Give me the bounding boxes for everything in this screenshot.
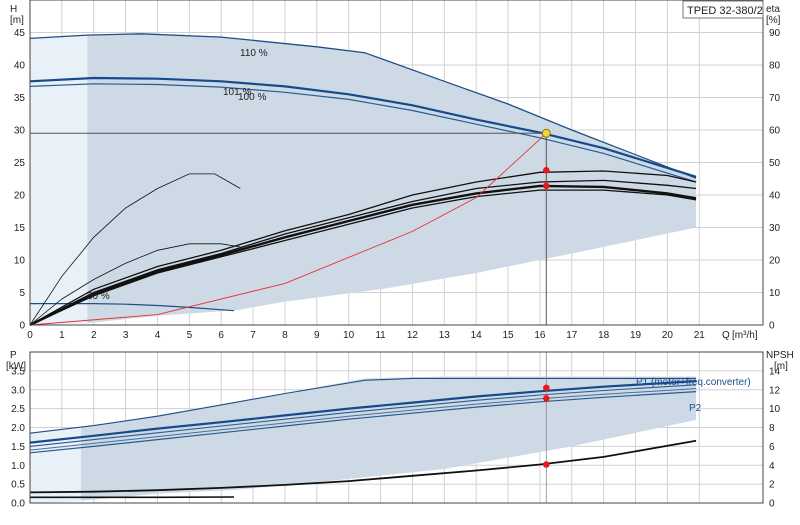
eta-marker-0 xyxy=(543,167,550,174)
power-axis-title: P xyxy=(10,350,17,361)
eta-ytick-4: 40 xyxy=(769,191,781,202)
flow-xtick-21: 21 xyxy=(694,330,706,341)
eta-ytick-8: 80 xyxy=(769,61,781,72)
npsh-ytick-0: 0 xyxy=(769,499,775,510)
model-label: TPED 32-380/2 xyxy=(687,5,763,17)
flow-xtick-8: 8 xyxy=(282,330,288,341)
head-ytick-4: 20 xyxy=(14,191,26,202)
head-ytick-0: 0 xyxy=(19,321,25,332)
npsh-ytick-4: 8 xyxy=(769,423,775,434)
power-marker-2 xyxy=(543,461,550,468)
curve-label-30: 30 % xyxy=(87,291,110,302)
flow-xtick-5: 5 xyxy=(187,330,193,341)
curve-label-p2: P2 xyxy=(689,403,702,414)
eta-ytick-9: 90 xyxy=(769,28,781,39)
flow-xtick-6: 6 xyxy=(218,330,224,341)
npsh-ytick-5: 10 xyxy=(769,404,781,415)
flow-xtick-7: 7 xyxy=(250,330,256,341)
flow-xtick-16: 16 xyxy=(534,330,546,341)
eta-ytick-7: 70 xyxy=(769,93,781,104)
npsh-axis-title: NPSH xyxy=(766,350,794,361)
head-ytick-6: 30 xyxy=(14,126,26,137)
head-ytick-8: 40 xyxy=(14,61,26,72)
npsh-ytick-2: 4 xyxy=(769,461,775,472)
head-axis-title: H xyxy=(10,4,17,15)
npsh-axis-unit: [m] xyxy=(774,361,788,372)
head-ytick-7: 35 xyxy=(14,93,26,104)
npsh-ytick-6: 12 xyxy=(769,385,781,396)
eta-ytick-2: 20 xyxy=(769,256,781,267)
head-ytick-9: 45 xyxy=(14,28,26,39)
flow-xtick-3: 3 xyxy=(123,330,129,341)
power-marker-0 xyxy=(543,385,550,392)
head-axis-unit: [m] xyxy=(10,15,24,26)
flow-xtick-20: 20 xyxy=(662,330,674,341)
power-ytick-1: 0.5 xyxy=(11,480,25,491)
flow-axis-title: Q xyxy=(722,330,730,341)
flow-xtick-1: 1 xyxy=(59,330,65,341)
model-label-box: TPED 32-380/2 xyxy=(683,1,763,18)
curve-label-100: 100 % xyxy=(238,92,266,103)
npsh-ytick-1: 2 xyxy=(769,480,775,491)
npsh-ytick-3: 6 xyxy=(769,442,775,453)
head-ytick-3: 15 xyxy=(14,223,26,234)
flow-xtick-17: 17 xyxy=(566,330,578,341)
flow-xtick-12: 12 xyxy=(407,330,419,341)
flow-xtick-4: 4 xyxy=(155,330,161,341)
flow-xtick-0: 0 xyxy=(27,330,33,341)
power-ytick-5: 2.5 xyxy=(11,404,25,415)
flow-xtick-2: 2 xyxy=(91,330,97,341)
eta-ytick-3: 30 xyxy=(769,223,781,234)
curve-label-p1: P1 (motor+freq.converter) xyxy=(636,377,751,388)
power-ytick-0: 0.0 xyxy=(11,499,25,510)
flow-xtick-18: 18 xyxy=(598,330,610,341)
flow-xtick-14: 14 xyxy=(471,330,483,341)
duty-point xyxy=(542,129,550,137)
power-ytick-2: 1.0 xyxy=(11,461,25,472)
head-ytick-2: 10 xyxy=(14,256,26,267)
flow-xtick-13: 13 xyxy=(439,330,451,341)
power-ytick-3: 1.5 xyxy=(11,442,25,453)
flow-xtick-19: 19 xyxy=(630,330,642,341)
flow-xtick-10: 10 xyxy=(343,330,355,341)
flow-xtick-15: 15 xyxy=(502,330,514,341)
power-ytick-6: 3.0 xyxy=(11,385,25,396)
flow-xtick-11: 11 xyxy=(375,330,386,341)
eta-ytick-1: 10 xyxy=(769,288,781,299)
head-ytick-5: 25 xyxy=(14,158,26,169)
eta-axis-title: eta xyxy=(766,4,780,15)
eta-ytick-5: 50 xyxy=(769,158,781,169)
eta-ytick-0: 0 xyxy=(769,321,775,332)
power-axis-unit: [kW] xyxy=(6,361,26,372)
head-ytick-1: 5 xyxy=(19,288,25,299)
eta-marker-1 xyxy=(543,183,550,190)
eta-ytick-6: 60 xyxy=(769,126,781,137)
power-ytick-4: 2.0 xyxy=(11,423,25,434)
eta-axis-unit: [%] xyxy=(766,15,781,26)
curve-label-110: 110 % xyxy=(240,48,268,59)
flow-xtick-9: 9 xyxy=(314,330,320,341)
power-marker-1 xyxy=(543,395,550,402)
flow-axis-unit: [m³/h] xyxy=(732,330,758,341)
